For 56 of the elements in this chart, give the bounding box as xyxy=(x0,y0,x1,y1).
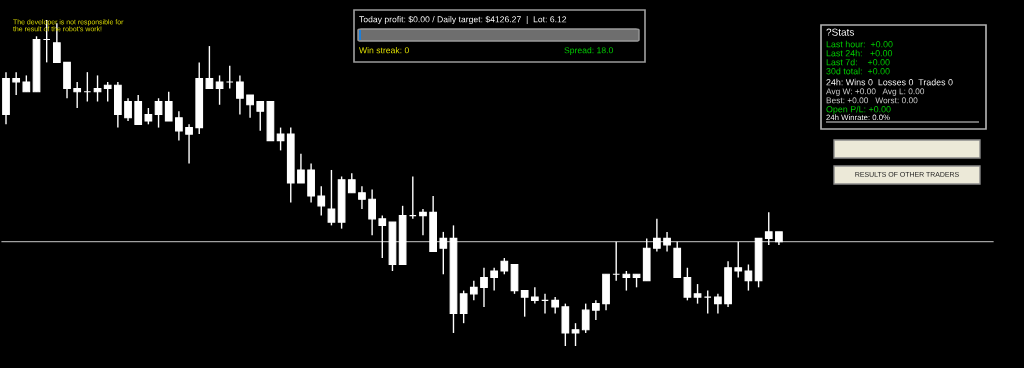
candlestick xyxy=(358,185,366,210)
candlestick xyxy=(693,283,702,305)
candlestick xyxy=(581,302,590,334)
candlestick xyxy=(368,188,376,236)
candlestick xyxy=(419,208,427,236)
text: 30d total: +0.00 xyxy=(826,67,890,75)
candlestick xyxy=(246,94,254,119)
annotation: Today profit: $0.00 / Daily target: $4126.27 | Lot: 6.12 xyxy=(359,15,567,25)
candlestick xyxy=(764,211,773,246)
text: Open P/L: +0.00 xyxy=(826,105,891,115)
text: Last 7d: +0.00 xyxy=(826,58,890,66)
candlestick xyxy=(734,240,743,279)
candlestick xyxy=(215,74,224,106)
candlestick xyxy=(714,293,722,315)
text: ?Stats xyxy=(826,28,854,36)
candlestick xyxy=(256,100,265,132)
candlestick xyxy=(175,110,183,142)
candlestick xyxy=(236,74,244,116)
candlestick xyxy=(164,91,173,122)
candlestick xyxy=(622,270,631,292)
candlestick xyxy=(571,322,580,347)
candlestick xyxy=(480,267,488,308)
candlestick xyxy=(653,218,661,253)
candlestick xyxy=(12,71,21,96)
candlestick xyxy=(124,97,132,122)
candlestick xyxy=(327,169,336,227)
candlestick xyxy=(663,231,671,253)
text: Last hour: +0.00 xyxy=(826,40,893,48)
candlestick xyxy=(317,185,326,217)
text: Last 24h: +0.00 xyxy=(826,49,893,57)
candlestick xyxy=(73,81,82,109)
annotation: Spread: 18.0 xyxy=(564,46,613,56)
text: 24h: Wins 0 Losses 0 Trades 0 xyxy=(826,78,953,86)
candlestick xyxy=(530,286,539,305)
candlestick xyxy=(439,231,448,275)
candlestick xyxy=(469,280,478,302)
candlestick xyxy=(591,299,600,321)
candlestick xyxy=(205,45,214,90)
candlestick xyxy=(185,123,193,165)
candlestick xyxy=(276,126,285,152)
candlestick xyxy=(490,267,499,292)
text: Avg W: +0.00 Avg L: 0.00 xyxy=(826,88,925,96)
text: Best: +0.00 Worst: 0.00 xyxy=(826,97,918,104)
candlestick xyxy=(703,289,712,315)
candlestick xyxy=(378,214,387,259)
candlestick xyxy=(459,289,468,324)
candlestick xyxy=(225,64,234,90)
annotation: Win streak: 0 xyxy=(359,46,409,54)
candlestick xyxy=(520,289,529,318)
candlestick xyxy=(347,172,356,194)
candlestick xyxy=(683,267,692,302)
candlestick xyxy=(297,152,305,184)
candlestick xyxy=(154,97,163,129)
candlestick xyxy=(134,94,143,126)
candlestick xyxy=(103,81,112,103)
candlestick xyxy=(744,263,753,292)
